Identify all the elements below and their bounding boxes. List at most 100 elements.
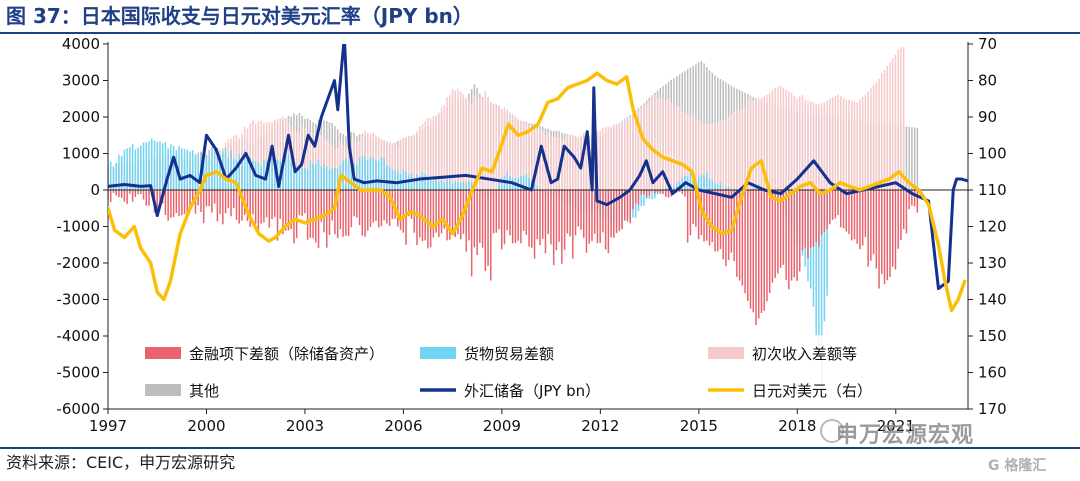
bar-financial <box>842 190 845 229</box>
bar-financial <box>911 190 913 206</box>
bar-primary <box>875 82 878 190</box>
bar-primary <box>779 85 782 190</box>
bar-trade <box>205 155 208 190</box>
bar-financial <box>118 190 120 198</box>
bar-primary <box>265 122 268 190</box>
bar-financial <box>799 190 801 272</box>
bar-trade <box>238 154 240 190</box>
bar-trade <box>145 142 148 190</box>
bar-primary <box>870 87 872 190</box>
bar-primary <box>462 94 465 190</box>
bar-primary <box>695 118 697 190</box>
bar-trade <box>120 156 123 190</box>
bar-primary <box>752 100 755 190</box>
bar-financial <box>528 190 530 247</box>
bar-trade <box>164 142 167 190</box>
bar-primary <box>856 102 858 190</box>
bar-trade <box>290 162 292 190</box>
bar-financial <box>279 190 282 219</box>
bar-primary <box>634 111 637 190</box>
bar-primary <box>861 96 864 190</box>
bar-primary <box>621 120 623 190</box>
bar-financial <box>522 190 525 231</box>
bar-financial <box>331 190 333 221</box>
bar-other <box>911 127 913 190</box>
bar-trade <box>317 160 320 190</box>
bar-trade <box>424 174 426 190</box>
bar-financial <box>583 190 585 238</box>
bar-financial <box>856 190 858 244</box>
bar-primary <box>774 87 776 190</box>
bar-primary <box>492 104 495 190</box>
legend-swatch-bar <box>145 347 181 359</box>
bar-financial <box>520 190 522 244</box>
right-tick-label: 150 <box>978 327 1007 345</box>
bar-financial <box>506 190 508 231</box>
bar-financial <box>233 190 235 208</box>
bar-primary <box>517 119 519 190</box>
bar-financial <box>853 190 856 240</box>
bar-financial <box>629 190 631 224</box>
bar-financial <box>509 190 511 236</box>
bar-trade <box>394 170 396 190</box>
bar-financial <box>823 190 826 232</box>
bar-primary <box>566 135 569 190</box>
corner-tag: G 格隆汇 <box>988 458 1047 474</box>
bar-other <box>913 127 916 190</box>
bar-trade <box>202 153 205 190</box>
bar-primary <box>624 118 626 190</box>
bar-primary <box>421 124 424 190</box>
bar-primary <box>738 109 741 190</box>
bar-financial <box>801 190 804 251</box>
bar-financial <box>367 190 369 231</box>
bar-primary <box>706 124 708 190</box>
bar-trade <box>268 158 271 190</box>
bar-trade <box>451 183 454 190</box>
bar-financial <box>604 190 607 250</box>
legend-label: 货物贸易差额 <box>464 345 554 363</box>
bar-primary <box>473 95 476 190</box>
bar-trade <box>438 181 440 190</box>
bar-financial <box>881 190 883 274</box>
left-tick-label: 1000 <box>62 145 100 163</box>
bar-financial <box>468 190 470 241</box>
bar-trade <box>323 164 325 190</box>
bar-financial <box>708 190 711 246</box>
bar-trade <box>435 175 437 190</box>
bar-trade <box>465 183 467 190</box>
bar-primary <box>760 98 763 190</box>
left-tick-label: 0 <box>90 181 100 199</box>
left-tick-label: 2000 <box>62 108 100 126</box>
bar-primary <box>574 137 577 190</box>
bar-primary <box>511 114 514 190</box>
bar-financial <box>120 190 123 199</box>
bar-trade <box>161 143 164 190</box>
bar-financial <box>320 190 323 222</box>
bar-financial <box>446 190 448 241</box>
bar-trade <box>711 180 714 190</box>
bar-financial <box>246 190 249 222</box>
bar-financial <box>640 190 642 195</box>
bar-trade <box>533 183 536 190</box>
bar-financial <box>148 190 150 206</box>
bar-financial <box>301 190 303 216</box>
bar-primary <box>323 138 325 190</box>
bar-trade <box>140 145 142 190</box>
bar-financial <box>902 190 905 230</box>
right-tick-label: 120 <box>978 218 1007 236</box>
left-tick-label: -2000 <box>56 254 100 272</box>
bar-financial <box>432 190 435 238</box>
bar-financial <box>716 190 719 252</box>
bar-primary <box>320 135 323 190</box>
bar-primary <box>897 49 899 191</box>
bar-trade <box>304 168 306 190</box>
bar-trade <box>249 157 251 190</box>
bar-primary <box>295 131 298 190</box>
bar-primary <box>637 110 640 190</box>
bar-financial <box>238 190 240 224</box>
bar-financial <box>618 190 621 232</box>
bar-primary <box>651 96 653 190</box>
bar-primary <box>399 140 402 190</box>
bar-financial <box>192 190 194 202</box>
bar-primary <box>681 110 683 190</box>
